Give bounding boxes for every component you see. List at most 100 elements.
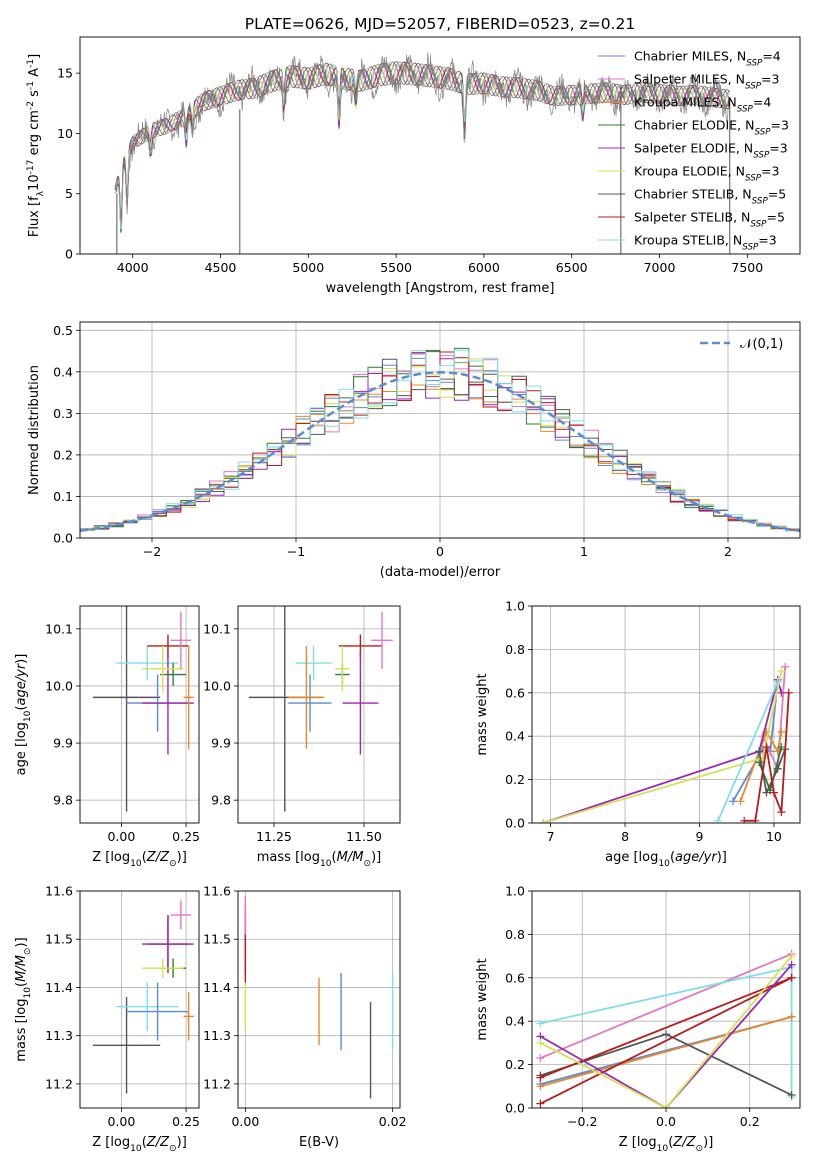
y-tick-label: 15 bbox=[57, 66, 73, 81]
weight-series-line bbox=[540, 953, 792, 1059]
y-tick-label: 11.4 bbox=[203, 980, 231, 995]
weight-series-line bbox=[539, 955, 793, 1108]
legend-label: Chabrier STELIB, NSSP=5 bbox=[634, 187, 786, 207]
x-tick-label: 5000 bbox=[292, 260, 324, 275]
axes-frame bbox=[237, 890, 401, 1109]
y-tick-label: 0.5 bbox=[53, 323, 73, 338]
y-tick-label: 0.0 bbox=[505, 1101, 525, 1116]
x-tick-label: 0.2 bbox=[740, 1114, 760, 1129]
y-tick-label: 10.0 bbox=[203, 678, 231, 693]
weight-point-marker bbox=[769, 788, 778, 797]
x-tick-label: 11.25 bbox=[256, 829, 292, 844]
weight-point-marker bbox=[714, 816, 723, 823]
axes-residuals: −2 −1 0 1 2 0.0 0.1 0.2 0.3 0.4 0.5 (data-model)/er… bbox=[27, 321, 801, 580]
figure-title: PLATE=0626, MJD=52057, FIBERID=0523, z=0… bbox=[245, 15, 635, 33]
x-axis-label: Z [log10(Z/Z⊙)] bbox=[92, 1135, 187, 1154]
legend-label: Chabrier MILES, NSSP=4 bbox=[634, 49, 781, 69]
weight-point-marker bbox=[536, 1082, 545, 1091]
x-tick-label: 0.25 bbox=[172, 829, 200, 844]
y-tick-label: 0.8 bbox=[505, 642, 525, 657]
legend-label: Kroupa MILES, NSSP=4 bbox=[634, 95, 771, 115]
y-tick-label: 11.6 bbox=[45, 884, 73, 899]
x-tick-label: 0.00 bbox=[107, 829, 135, 844]
y-tick-label: 10 bbox=[57, 126, 73, 141]
y-tick-label: 1.0 bbox=[505, 884, 525, 899]
weight-point-marker bbox=[773, 677, 782, 686]
weight-point-marker bbox=[787, 1012, 796, 1021]
legend-label: Salpeter ELODIE, NSSP=3 bbox=[634, 141, 788, 161]
weight-point-marker bbox=[662, 1030, 670, 1039]
y-axis-label: mass weight bbox=[475, 958, 490, 1040]
axes-frame bbox=[79, 605, 200, 824]
y-tick-label: 0.4 bbox=[505, 1014, 525, 1029]
weight-point-marker bbox=[536, 1054, 545, 1063]
weight-point-marker bbox=[662, 1104, 670, 1108]
axes-frame bbox=[531, 890, 801, 1109]
x-axis-label: mass [log10(M/M⊙)] bbox=[257, 850, 381, 869]
weight-point-marker bbox=[536, 1038, 545, 1047]
y-tick-label: 0.6 bbox=[505, 685, 525, 700]
legend-label: Salpeter MILES, NSSP=3 bbox=[634, 72, 779, 92]
y-tick-label: 0.1 bbox=[53, 489, 73, 504]
x-axis-label: age [log10(age/yr)] bbox=[605, 850, 727, 869]
y-tick-label: 11.2 bbox=[203, 1076, 231, 1091]
y-tick-label: 0.0 bbox=[53, 531, 73, 546]
x-tick-label: 5500 bbox=[380, 260, 412, 275]
weight-series-line bbox=[539, 964, 793, 1108]
y-tick-label: 0.4 bbox=[505, 729, 525, 744]
spectrum-legend: Chabrier MILES, NSSP=4 Salpeter MILES, NS… bbox=[598, 49, 789, 253]
weight-point-marker bbox=[787, 973, 796, 982]
weight-point-marker bbox=[773, 764, 782, 773]
x-tick-label: 2 bbox=[724, 544, 732, 559]
weight-point-marker bbox=[536, 1019, 545, 1028]
x-tick-label: −1 bbox=[287, 544, 305, 559]
legend-label: Chabrier ELODIE, NSSP=3 bbox=[634, 118, 789, 138]
axes-frame bbox=[79, 321, 801, 539]
weight-point-marker bbox=[777, 667, 786, 676]
y-tick-label: 0 bbox=[65, 247, 73, 262]
weight-point-marker bbox=[751, 816, 760, 823]
y-tick-label: 0.2 bbox=[505, 1057, 525, 1072]
axes-age-vs-Z: 0.00 0.25 9.8 9.9 10.0 10.1 Z [log10(Z/Z⊙)] age… bbox=[14, 605, 200, 869]
y-tick-label: 11.6 bbox=[203, 884, 231, 899]
spectrum-lines bbox=[114, 52, 731, 254]
y-tick-label: 11.3 bbox=[203, 1028, 231, 1043]
x-tick-label: 0.00 bbox=[107, 1114, 135, 1129]
x-tick-label: 4500 bbox=[205, 260, 237, 275]
y-tick-label: 10.1 bbox=[203, 621, 231, 636]
axes-frame bbox=[79, 36, 801, 255]
x-axis-label: (data-model)/error bbox=[380, 565, 501, 580]
y-tick-label: 11.3 bbox=[45, 1028, 73, 1043]
y-tick-label: 0.3 bbox=[53, 406, 73, 421]
y-tick-label: 10.1 bbox=[45, 621, 73, 636]
x-tick-label: 11.50 bbox=[346, 829, 382, 844]
x-axis-label: Z [log10(Z/Z⊙)] bbox=[619, 1135, 714, 1154]
legend-label: Salpeter STELIB, NSSP=5 bbox=[634, 210, 785, 230]
legend-label: 𝒩(0,1) bbox=[740, 337, 783, 352]
weight-series-line bbox=[542, 676, 783, 823]
weight-point-marker bbox=[729, 797, 737, 806]
y-axis-label: mass weight bbox=[475, 673, 490, 755]
axes-frame bbox=[79, 890, 200, 1109]
axes-mass-vs-EBV: 0.00 0.02 11.2 11.3 11.4 11.5 11.6 E(B-V) bbox=[203, 884, 406, 1151]
y-tick-label: 0.4 bbox=[53, 364, 73, 379]
axes-spectrum: 4000 4500 5000 5500 6000 6500 7000 7500 0 5 10 15 wa… bbox=[26, 36, 801, 296]
weight-point-marker bbox=[539, 819, 548, 823]
y-tick-label: 11.2 bbox=[45, 1076, 73, 1091]
x-tick-label: 7 bbox=[547, 829, 555, 844]
x-tick-label: 6000 bbox=[468, 260, 500, 275]
observed-spectrum-line bbox=[114, 52, 730, 223]
weight-point-marker bbox=[740, 816, 749, 823]
x-axis-label: Z [log10(Z/Z⊙)] bbox=[92, 850, 187, 869]
weight-lines bbox=[536, 949, 796, 1108]
histograms bbox=[80, 347, 800, 534]
x-tick-label: 9 bbox=[696, 829, 704, 844]
weight-series-line bbox=[540, 1016, 792, 1088]
weight-series-line bbox=[739, 729, 783, 802]
axes-weight-vs-Z: −0.2 0.0 0.2 0.0 0.2 0.4 0.6 0.8 1.0 Z [log10(Z/Z… bbox=[475, 884, 801, 1154]
y-tick-label: 0.2 bbox=[53, 447, 73, 462]
errorbars bbox=[92, 900, 194, 1094]
y-tick-label: 9.9 bbox=[211, 736, 231, 751]
weight-point-marker bbox=[787, 960, 796, 969]
